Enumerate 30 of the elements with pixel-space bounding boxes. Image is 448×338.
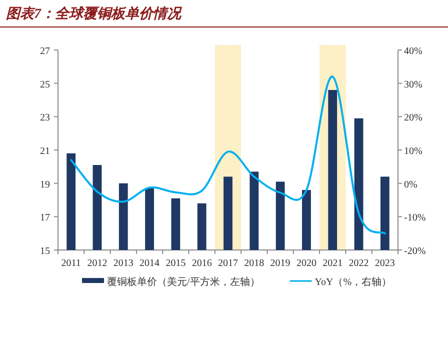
legend-label: YoY（%，右轴） bbox=[314, 276, 392, 288]
x-tick-label: 2016 bbox=[192, 258, 212, 269]
x-tick-label: 2011 bbox=[61, 258, 81, 269]
x-tick-label: 2018 bbox=[244, 258, 264, 269]
y-tick-label: 15 bbox=[40, 246, 50, 257]
chart-title: 图表7：全球覆铜板单价情况 bbox=[6, 6, 183, 22]
y2-tick-label: 10% bbox=[404, 146, 422, 157]
x-tick-label: 2021 bbox=[322, 258, 343, 269]
x-tick-label: 2019 bbox=[270, 258, 290, 269]
y2-tick-label: -10% bbox=[404, 212, 426, 224]
y-tick-label: 19 bbox=[40, 179, 50, 190]
y-tick-label: 23 bbox=[40, 112, 50, 124]
x-tick-label: 2014 bbox=[140, 258, 160, 269]
y2-tick-label: 30% bbox=[404, 79, 422, 90]
y2-tick-label: 20% bbox=[404, 112, 422, 124]
y-tick-label: 21 bbox=[40, 146, 50, 157]
y2-tick-label: -20% bbox=[404, 246, 426, 257]
x-tick-label: 2022 bbox=[348, 258, 369, 269]
y2-tick-label: 0% bbox=[404, 179, 418, 190]
x-tick-label: 2015 bbox=[166, 258, 186, 269]
x-tick-label: 2023 bbox=[374, 258, 395, 269]
y-tick-label: 27 bbox=[40, 46, 50, 57]
y-tick-label: 25 bbox=[40, 79, 50, 90]
x-tick-label: 2017 bbox=[218, 258, 238, 269]
legend-label: 覆铜板单价（美元/平方米，左轴） bbox=[107, 276, 260, 288]
y-tick-label: 17 bbox=[40, 212, 50, 224]
y2-tick-label: 40% bbox=[404, 46, 422, 57]
x-tick-label: 2020 bbox=[296, 258, 316, 269]
x-tick-label: 2012 bbox=[87, 258, 108, 269]
x-tick-label: 2013 bbox=[113, 258, 134, 269]
